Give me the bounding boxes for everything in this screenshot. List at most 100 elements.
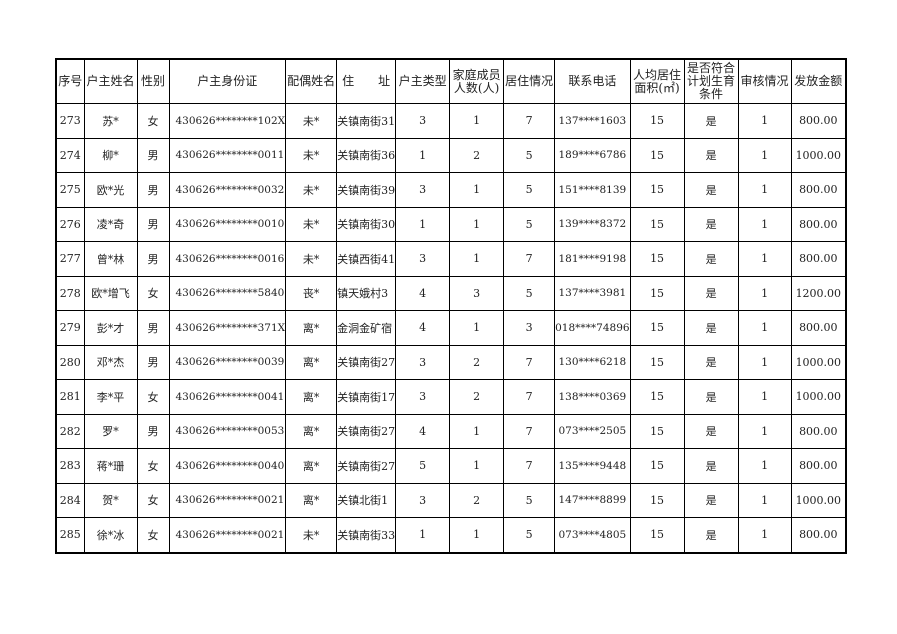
cell-owner-id: 430626********0016 xyxy=(168,241,287,277)
cell-family-size: 2 xyxy=(449,379,505,415)
cell-seq: 278 xyxy=(55,275,85,311)
cell-seq: 275 xyxy=(55,172,85,208)
cell-address: 关镇西街41 xyxy=(336,241,397,277)
cell-review: 1 xyxy=(737,344,792,380)
cell-phone: 073****4805 xyxy=(554,517,631,553)
cell-area-per-capita: 15 xyxy=(629,344,685,380)
cell-amount: 800.00 xyxy=(790,103,847,139)
table-row: 276 凌*奇男 430626********0010 未* 关镇南街30 1 1 5 139*… xyxy=(55,206,847,242)
cell-amount: 800.00 xyxy=(790,448,847,484)
cell-owner-type: 1 xyxy=(395,517,451,553)
cell-phone: 138****0369 xyxy=(554,379,631,415)
cell-gender: 男 xyxy=(136,206,170,242)
cell-address: 关镇南街31 xyxy=(336,103,397,139)
cell-family-planning: 是 xyxy=(683,482,739,518)
cell-owner-type: 3 xyxy=(395,172,451,208)
cell-spouse-name: 离* xyxy=(285,413,338,449)
cell-family-planning: 是 xyxy=(683,241,739,277)
cell-residence: 3 xyxy=(503,310,556,346)
header-review: 审核情况 xyxy=(737,58,792,104)
cell-phone: 189****6786 xyxy=(554,137,631,173)
cell-family-planning: 是 xyxy=(683,310,739,346)
cell-owner-id: 430626********0011 xyxy=(168,137,287,173)
cell-amount: 1000.00 xyxy=(790,137,847,173)
cell-review: 1 xyxy=(737,275,792,311)
cell-owner-type: 3 xyxy=(395,344,451,380)
cell-owner-id: 430626********371X xyxy=(168,310,287,346)
cell-amount: 800.00 xyxy=(790,517,847,553)
cell-owner-type: 4 xyxy=(395,310,451,346)
cell-family-planning: 是 xyxy=(683,103,739,139)
cell-family-size: 1 xyxy=(449,206,505,242)
cell-residence: 5 xyxy=(503,517,556,553)
cell-owner-id: 430626********0040 xyxy=(168,448,287,484)
header-owner-id: 户主身份证 xyxy=(168,58,287,104)
cell-seq: 277 xyxy=(55,241,85,277)
table-row: 283 蒋*珊女 430626********0040 离* 关镇南街27 5 1 7 135*… xyxy=(55,448,847,484)
table-row: 275 欧*光男 430626********0032 未* 关镇南街39 3 1 5 151*… xyxy=(55,172,847,208)
table-row: 274 柳* 男 430626********0011 未* 关镇南街36 1 2 5 189**… xyxy=(55,137,847,173)
cell-review: 1 xyxy=(737,103,792,139)
cell-amount: 1000.00 xyxy=(790,482,847,518)
cell-residence: 7 xyxy=(503,413,556,449)
cell-amount: 1200.00 xyxy=(790,275,847,311)
cell-spouse-name: 未* xyxy=(285,172,338,208)
cell-owner-name: 蒋*珊 xyxy=(83,448,138,484)
cell-area-per-capita: 15 xyxy=(629,448,685,484)
cell-phone: 139****8372 xyxy=(554,206,631,242)
cell-spouse-name: 未* xyxy=(285,103,338,139)
cell-family-size: 2 xyxy=(449,482,505,518)
cell-phone: 073****2505 xyxy=(554,413,631,449)
cell-address: 关镇南街33 xyxy=(336,517,397,553)
cell-address: 关镇南街27 xyxy=(336,448,397,484)
cell-review: 1 xyxy=(737,379,792,415)
cell-owner-name: 李*平 xyxy=(83,379,138,415)
cell-phone: 181****9198 xyxy=(554,241,631,277)
cell-owner-id: 430626********102X xyxy=(168,103,287,139)
cell-address: 金洞金矿宿 xyxy=(336,310,397,346)
header-phone: 联系电话 xyxy=(554,58,631,104)
cell-review: 1 xyxy=(737,310,792,346)
cell-address: 镇天娥村3 xyxy=(336,275,397,311)
cell-seq: 273 xyxy=(55,103,85,139)
cell-amount: 800.00 xyxy=(790,310,847,346)
cell-spouse-name: 未* xyxy=(285,206,338,242)
header-gender: 性别 xyxy=(136,58,170,104)
cell-family-size: 1 xyxy=(449,517,505,553)
cell-review: 1 xyxy=(737,482,792,518)
cell-owner-type: 4 xyxy=(395,275,451,311)
cell-review: 1 xyxy=(737,517,792,553)
cell-review: 1 xyxy=(737,206,792,242)
header-row: 序号 户主姓名 性别 户主身份证 配偶姓名住 址户主类型 家庭成员人数(人) 居住情况 联系电… xyxy=(55,58,847,104)
cell-seq: 274 xyxy=(55,137,85,173)
table-row: 277 曾*林男 430626********0016 未* 关镇西街41 3 1 7 181*… xyxy=(55,241,847,277)
cell-residence: 5 xyxy=(503,206,556,242)
cell-gender: 女 xyxy=(136,103,170,139)
cell-family-planning: 是 xyxy=(683,206,739,242)
header-family-planning: 是否符合计划生育条件 xyxy=(683,58,739,104)
cell-seq: 280 xyxy=(55,344,85,380)
cell-owner-id: 430626********0021 xyxy=(168,482,287,518)
cell-family-size: 3 xyxy=(449,275,505,311)
table-row: 284 贺* 女 430626********0021 离* 关镇北街1 3 2 5 147***… xyxy=(55,482,847,518)
cell-residence: 5 xyxy=(503,172,556,208)
cell-amount: 1000.00 xyxy=(790,344,847,380)
cell-area-per-capita: 15 xyxy=(629,103,685,139)
cell-area-per-capita: 15 xyxy=(629,137,685,173)
cell-seq: 285 xyxy=(55,517,85,553)
cell-family-planning: 是 xyxy=(683,137,739,173)
cell-spouse-name: 未* xyxy=(285,137,338,173)
cell-address: 关镇北街1 xyxy=(336,482,397,518)
cell-owner-name: 曾*林 xyxy=(83,241,138,277)
cell-owner-id: 430626********5840 xyxy=(168,275,287,311)
cell-area-per-capita: 15 xyxy=(629,482,685,518)
cell-family-size: 1 xyxy=(449,241,505,277)
cell-owner-id: 430626********0039 xyxy=(168,344,287,380)
cell-owner-type: 5 xyxy=(395,448,451,484)
cell-owner-name: 欧*增飞 xyxy=(83,275,138,311)
cell-gender: 男 xyxy=(136,172,170,208)
cell-amount: 800.00 xyxy=(790,172,847,208)
table-row: 278 欧*增飞女 430626********5840 丧* 镇天娥村3 4 3 5 137*… xyxy=(55,275,847,311)
cell-spouse-name: 离* xyxy=(285,344,338,380)
table-row: 281 李*平女 430626********0041 离* 关镇南街17 3 2 7 138*… xyxy=(55,379,847,415)
